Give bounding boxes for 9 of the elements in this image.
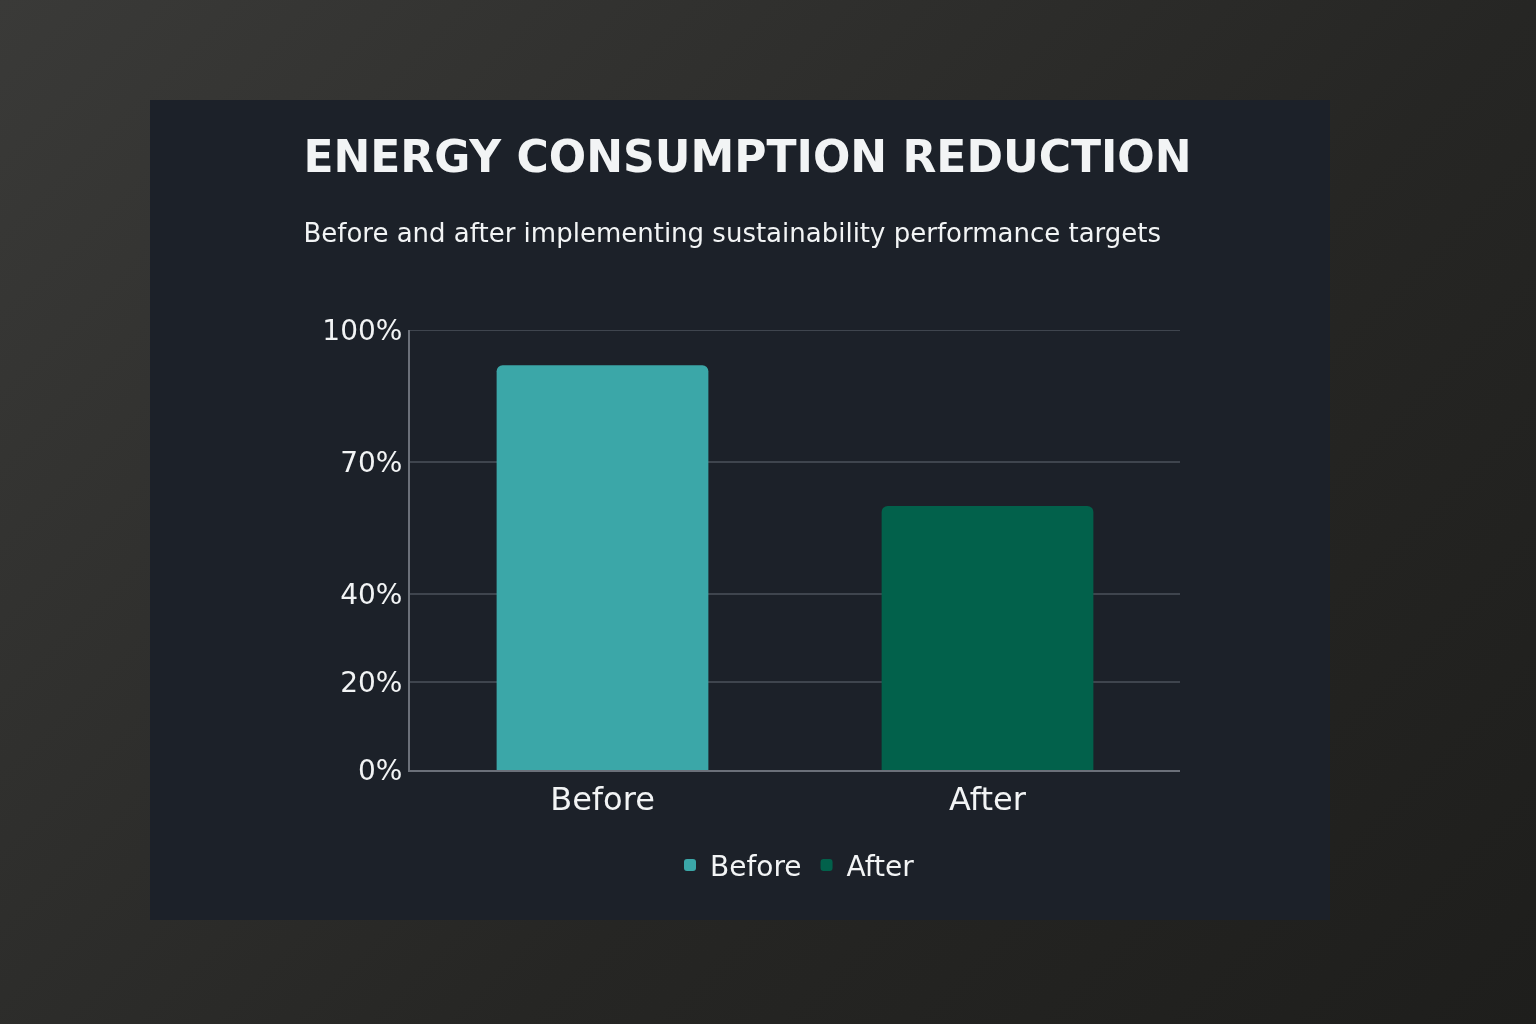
- chart-subtitle: Before and after implementing sustainability performance targets: [303, 217, 1162, 248]
- chart-title: ENERGY CONSUMPTION REDUCTION: [303, 130, 1192, 182]
- legend-label: Before: [710, 850, 802, 884]
- y-tick-label: 0%: [357, 753, 403, 787]
- legend-label: After: [846, 850, 915, 884]
- y-tick-label: 70%: [340, 445, 403, 479]
- y-tick-label: 40%: [340, 577, 403, 611]
- y-tick-label: 100%: [322, 313, 403, 347]
- y-tick-label: 20%: [340, 665, 403, 699]
